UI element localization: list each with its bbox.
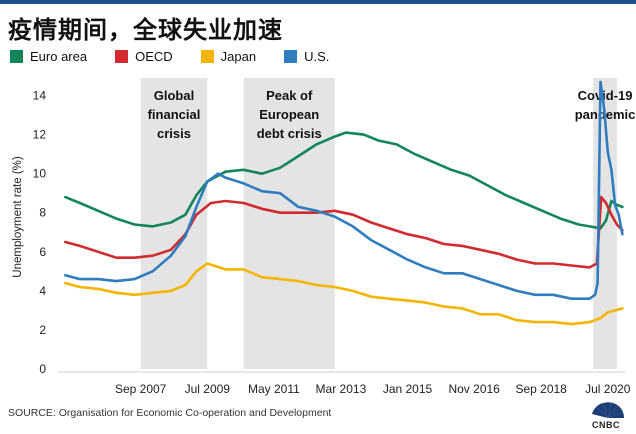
brand-logo-text: CNBC <box>592 420 620 430</box>
series-line-u-s <box>64 80 624 300</box>
legend-item-euro-area: Euro area <box>10 49 87 64</box>
source-note: SOURCE: Organisation for Economic Co-ope… <box>8 407 332 419</box>
unemployment-line-chart: Global financial crisis Peak of European debt… <box>12 78 635 396</box>
y-tick-label: 10 <box>33 167 47 181</box>
legend-swatch-us <box>284 50 298 63</box>
x-tick-label: Sep 2018 <box>515 382 567 396</box>
top-accent-bar <box>0 0 636 4</box>
y-tick-label: 4 <box>39 284 46 298</box>
nbc-peacock-icon <box>592 402 625 418</box>
y-tick-label: 2 <box>39 323 46 337</box>
x-tick-label: Mar 2013 <box>316 382 367 396</box>
series-line-oecd <box>64 195 624 269</box>
y-axis-label: Unemployment rate (%) <box>12 156 24 278</box>
x-tick-label: Sep 2007 <box>115 382 167 396</box>
x-tick-label: Jul 2020 <box>585 382 631 396</box>
legend-label-oecd: OECD <box>135 49 173 64</box>
series-line-japan <box>64 262 624 326</box>
shaded-region-0 <box>140 78 208 369</box>
y-tick-label: 8 <box>39 206 46 220</box>
legend-label-us: U.S. <box>304 49 330 64</box>
x-tick-label: May 2011 <box>248 382 300 396</box>
y-tick-label: 0 <box>39 362 46 376</box>
shaded-region-label-1: Peak of European debt crisis <box>257 88 322 141</box>
legend-label-japan: Japan <box>220 49 257 64</box>
legend-item-us: U.S. <box>284 49 329 64</box>
shaded-region-1 <box>243 78 335 369</box>
y-tick-label: 6 <box>39 245 46 259</box>
x-tick-label: Jan 2015 <box>383 382 433 396</box>
legend-label-euro-area: Euro area <box>30 49 88 64</box>
chart-title: 疫情期间，全球失业加速 <box>8 16 283 44</box>
legend-swatch-oecd <box>115 50 129 63</box>
legend-item-oecd: OECD <box>115 49 173 64</box>
legend-item-japan: Japan <box>200 49 257 64</box>
legend-swatch-euro-area <box>10 50 23 63</box>
x-tick-label: Nov 2016 <box>448 382 500 396</box>
y-tick-label: 14 <box>33 89 47 103</box>
y-tick-label: 12 <box>33 128 47 142</box>
legend-swatch-japan <box>200 50 214 63</box>
series-line-euro-area <box>64 131 624 230</box>
x-tick-label: Jul 2009 <box>185 382 231 396</box>
chart-legend: Euro area OECD Japan U.S. <box>10 49 357 64</box>
shaded-region-label-0: Global financial crisis <box>148 88 201 141</box>
